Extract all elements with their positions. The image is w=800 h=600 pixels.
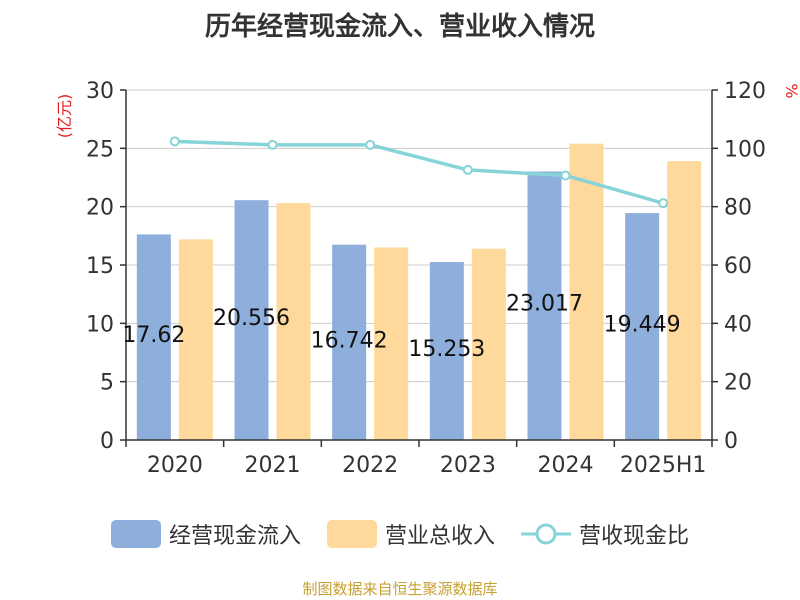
legend-swatch-cash [110,520,161,548]
bar-revenue [178,239,213,440]
y-right-tick-label: 120 [724,79,766,104]
y-left-tick-label: 25 [86,137,114,162]
x-tick-label: 2021 [245,453,301,478]
legend-swatch-ratio [521,523,571,545]
bar-cash [234,200,269,440]
legend-label-cash: 经营现金流入 [168,524,301,549]
legend-item-ratio[interactable]: 营收现金比 [521,518,689,550]
bar-cash-data-label: 15.253 [408,337,485,362]
legend-ratio-marker [535,523,557,545]
bar-cash-data-label: 16.742 [311,328,388,353]
bar-cash [429,262,464,440]
x-tick-label: 2025H1 [620,453,707,478]
x-tick-label: 2023 [440,453,496,478]
y-left-tick-label: 15 [86,254,114,279]
y-left-tick-label: 20 [86,196,114,221]
y-right-tick-label: 60 [724,254,752,279]
bar-cash-data-label: 19.449 [604,313,681,338]
y-right-tick-label: 40 [724,312,752,337]
bar-cash-data-label: 23.017 [506,292,583,317]
ratio-point [365,139,376,150]
legend-item-cash[interactable]: 经营现金流入 [110,518,301,550]
bar-revenue [569,143,604,440]
legend: 经营现金流入 营业总收入 营收现金比 [0,516,800,552]
y-right-tick-label: 20 [724,371,752,396]
bar-cash-data-label: 17.62 [122,323,185,348]
bar-revenue [374,247,409,440]
x-tick-label: 2022 [342,453,398,478]
bar-cash [625,213,660,440]
bar-cash [136,234,171,440]
legend-label-ratio: 营收现金比 [579,524,690,549]
bar-revenue [276,203,311,440]
bar-cash-data-label: 20.556 [213,306,290,331]
y-left-axis-label: (亿元) [55,94,74,139]
y-right-tick-label: 100 [724,137,766,162]
y-left-tick-label: 5 [100,371,114,396]
x-tick-label: 2024 [538,453,594,478]
ratio-point [169,136,180,147]
y-right-axis-label: % [782,83,800,98]
bar-revenue [667,161,702,440]
series-line-ratio [174,139,664,205]
ratio-point [462,164,473,175]
source-note: 制图数据来自恒生聚源数据库 [302,580,498,598]
ratio-point [560,170,571,181]
x-tick-label: 2020 [147,453,203,478]
y-left-tick-label: 10 [86,312,114,337]
legend-swatch-revenue [326,520,377,548]
bar-revenue [471,248,506,440]
y-left-tick-label: 30 [86,79,114,104]
legend-label-revenue: 营业总收入 [384,524,495,549]
legend-item-revenue[interactable]: 营业总收入 [326,518,495,550]
y-left-tick-label: 0 [100,429,114,454]
ratio-point [658,198,669,209]
y-right-tick-label: 80 [724,196,752,221]
y-right-tick-label: 0 [724,429,738,454]
bar-cash [527,171,562,441]
chart-title: 历年经营现金流入、营业收入情况 [204,12,595,42]
bar-cash [332,244,367,440]
ratio-point [267,139,278,150]
